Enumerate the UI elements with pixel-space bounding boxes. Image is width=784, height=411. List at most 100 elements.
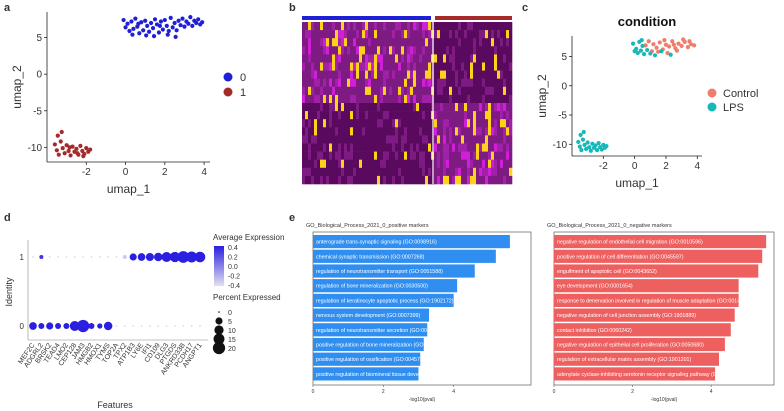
heatmap-cell	[458, 70, 462, 79]
heatmap-cell	[452, 119, 456, 128]
scatter-point-1	[84, 145, 89, 151]
heatmap-cell	[494, 78, 498, 88]
heatmap-cell	[359, 78, 363, 88]
heatmap-cell	[434, 78, 438, 88]
panel-label-d: d	[4, 212, 11, 224]
scatter-point-0	[164, 23, 169, 29]
heatmap-cell	[326, 135, 330, 144]
heatmap-cell	[443, 70, 447, 79]
heatmap-cell	[395, 46, 399, 55]
heatmap-cell	[371, 119, 375, 128]
heatmap-cell	[470, 159, 474, 169]
bar-label: regulation of keratinocyte apoptotic pro…	[316, 298, 454, 304]
heatmap-cell	[407, 111, 411, 120]
scatter-point-lps	[648, 51, 653, 56]
bar	[554, 235, 767, 249]
heatmap-cell	[323, 111, 327, 120]
heatmap-cell	[437, 46, 441, 55]
heatmap-cell	[413, 167, 417, 177]
scatter-point-0	[162, 17, 167, 23]
dot-identity-0	[69, 321, 80, 331]
heatmap-cell	[401, 30, 405, 39]
heatmap-cell	[386, 103, 390, 112]
heatmap-cell	[305, 111, 309, 120]
heatmap-cell	[461, 143, 465, 152]
heatmap-cell	[416, 62, 420, 71]
heatmap-cell	[464, 54, 468, 63]
heatmap-cell	[464, 127, 468, 136]
heatmap-cell	[302, 175, 306, 185]
heatmap-cell	[410, 175, 414, 185]
heatmap-cell	[329, 167, 333, 177]
heatmap-cell	[443, 86, 447, 96]
heatmap-cell	[371, 135, 375, 144]
heatmap-cell	[455, 70, 459, 79]
heatmap-cell	[509, 119, 513, 128]
heatmap-cell	[485, 119, 489, 128]
heatmap-cell	[479, 94, 483, 104]
heatmap-cell	[362, 62, 366, 71]
heatmap-cell	[497, 62, 501, 71]
heatmap-cell	[311, 54, 315, 63]
heatmap-cell	[443, 159, 447, 169]
heatmap-cell	[335, 143, 339, 152]
heatmap-cell	[425, 38, 429, 47]
bar	[554, 323, 731, 337]
heatmap-cell	[320, 30, 324, 39]
heatmap-cell	[449, 111, 453, 120]
heatmap-cell	[434, 38, 438, 47]
heatmap-cell	[440, 86, 444, 96]
heatmap-cell	[425, 86, 429, 96]
heatmap-cell	[329, 135, 333, 144]
heatmap-cell	[347, 46, 351, 55]
heatmap-cell	[374, 54, 378, 63]
heatmap-cell	[329, 78, 333, 88]
heatmap-cell	[350, 22, 354, 31]
heatmap-cell	[413, 94, 417, 104]
heatmap-cell	[368, 78, 372, 88]
heatmap-cell	[419, 103, 423, 112]
heatmap-cell	[503, 119, 507, 128]
heatmap-cell	[308, 151, 312, 160]
heatmap-cell	[383, 30, 387, 39]
heatmap-cell	[437, 127, 441, 136]
heatmap-cell	[410, 111, 414, 120]
heatmap-cell	[359, 151, 363, 160]
heatmap-cell	[356, 127, 360, 136]
heatmap-cell	[488, 175, 492, 185]
heatmap-cell	[371, 54, 375, 63]
scatter-point-lps	[585, 140, 590, 145]
heatmap-cell	[455, 54, 459, 63]
heatmap-cell	[473, 119, 477, 128]
heatmap-cell	[503, 111, 507, 120]
heatmap-cell	[437, 86, 441, 96]
heatmap-cell	[377, 159, 381, 169]
heatmap-cell	[404, 127, 408, 136]
heatmap-cell	[443, 127, 447, 136]
heatmap-cell	[332, 30, 336, 39]
heatmap-cell	[446, 143, 450, 152]
heatmap-cell	[428, 135, 432, 144]
heatmap-cell	[365, 54, 369, 63]
heatmap-cell	[302, 119, 306, 128]
heatmap-cell	[410, 78, 414, 88]
heatmap-cell	[311, 30, 315, 39]
heatmap-cell	[464, 70, 468, 79]
heatmap-cell	[365, 135, 369, 144]
heatmap-cell	[371, 94, 375, 104]
heatmap-cell	[506, 175, 510, 185]
scatter-point-1	[52, 142, 57, 147]
heatmap-cell	[317, 135, 321, 144]
heatmap-cell	[344, 46, 348, 55]
heatmap-cell	[440, 94, 444, 104]
heatmap-cell	[308, 119, 312, 128]
heatmap-cell	[461, 111, 465, 120]
heatmap-cell	[422, 46, 426, 55]
heatmap-cell	[401, 151, 405, 160]
heatmap-cell	[467, 151, 471, 160]
heatmap-cell	[362, 159, 366, 169]
heatmap-cell	[338, 54, 342, 63]
heatmap-cell	[344, 54, 348, 63]
heatmap-cell	[449, 78, 453, 88]
heatmap-cell	[416, 175, 420, 185]
